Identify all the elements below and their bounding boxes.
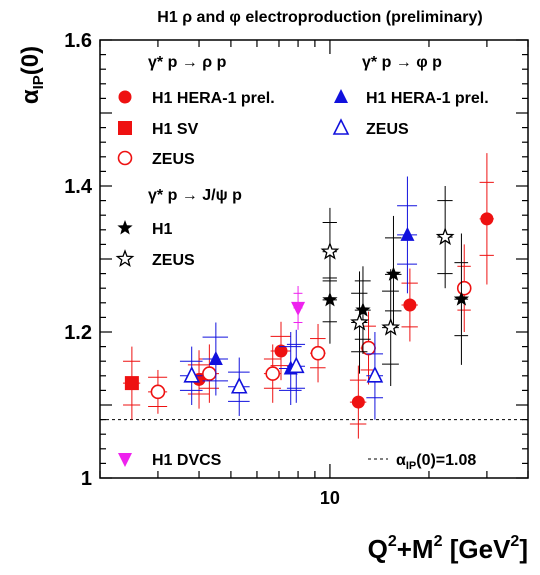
legend-marker bbox=[118, 90, 132, 104]
data-marker bbox=[355, 302, 371, 317]
data-point bbox=[228, 357, 250, 416]
legend-marker bbox=[117, 150, 133, 166]
legend-label: H1 bbox=[152, 221, 173, 238]
data-point bbox=[397, 176, 418, 294]
legend-header-rho: γ* p → ρ p bbox=[148, 54, 227, 71]
y-tick-label: 1.4 bbox=[64, 176, 93, 198]
data-point bbox=[263, 344, 282, 403]
data-points bbox=[123, 153, 494, 439]
data-marker bbox=[291, 301, 306, 316]
legend-marker bbox=[118, 453, 132, 467]
legend-label: ZEUS bbox=[152, 151, 195, 168]
data-marker bbox=[274, 344, 288, 358]
legend-label: H1 HERA-1 prel. bbox=[152, 90, 275, 107]
legend: γ* p → ρ p γ* p → φ p γ* p → J/ψ p H1 HERA-… bbox=[115, 54, 489, 472]
data-marker bbox=[287, 356, 305, 374]
data-marker bbox=[202, 366, 217, 381]
legend-label: ZEUS bbox=[152, 252, 195, 269]
x-tick-label: 10 bbox=[320, 488, 340, 508]
axis-ticks: 1 1.2 1.4 1.6 10 bbox=[64, 30, 529, 508]
data-point bbox=[354, 266, 371, 354]
data-marker bbox=[320, 241, 340, 260]
data-marker bbox=[124, 376, 139, 391]
data-marker bbox=[208, 351, 223, 366]
legend-marker bbox=[334, 89, 348, 103]
data-marker bbox=[150, 384, 166, 400]
x-axis-label: Q2+M2 [GeV2] bbox=[368, 533, 528, 564]
legend-header-jpsi: γ* p → J/ψ p bbox=[148, 187, 242, 204]
data-point bbox=[270, 321, 291, 381]
data-point bbox=[148, 369, 168, 414]
data-point bbox=[179, 346, 203, 405]
data-marker bbox=[400, 226, 415, 241]
legend-marker bbox=[115, 249, 135, 267]
data-point bbox=[479, 153, 494, 285]
legend-reference-label: αIP(0)=1.08 bbox=[396, 452, 476, 472]
legend-header-phi: γ* p → φ p bbox=[362, 54, 442, 71]
chart-title: H1 ρ and φ electroproduction (preliminar… bbox=[157, 9, 482, 26]
data-point bbox=[202, 322, 229, 396]
data-marker bbox=[366, 366, 384, 383]
data-marker bbox=[230, 376, 248, 394]
data-point bbox=[350, 271, 369, 374]
data-marker bbox=[183, 366, 200, 383]
data-point bbox=[291, 286, 306, 330]
data-marker bbox=[265, 366, 281, 381]
legend-label: H1 DVCS bbox=[152, 452, 222, 469]
data-marker bbox=[351, 395, 365, 409]
legend-label: ZEUS bbox=[366, 121, 409, 138]
data-marker bbox=[381, 317, 401, 336]
data-marker bbox=[480, 212, 494, 226]
data-marker bbox=[361, 340, 376, 356]
data-marker bbox=[403, 298, 417, 312]
data-point bbox=[349, 365, 367, 439]
y-tick-label: 1 bbox=[81, 468, 92, 490]
data-point bbox=[320, 207, 340, 296]
data-marker bbox=[310, 345, 326, 361]
data-point bbox=[366, 332, 384, 420]
legend-marker bbox=[332, 118, 350, 135]
data-point bbox=[286, 329, 306, 403]
y-tick-label: 1.6 bbox=[64, 30, 92, 52]
data-marker bbox=[453, 291, 470, 306]
data-point bbox=[384, 215, 402, 333]
y-tick-label: 1.2 bbox=[64, 322, 92, 344]
y-axis-label: αIP(0) bbox=[17, 46, 47, 104]
data-point bbox=[456, 244, 472, 332]
legend-label: H1 HERA-1 prel. bbox=[366, 90, 489, 107]
data-marker bbox=[435, 227, 455, 246]
data-point bbox=[310, 323, 326, 383]
data-point bbox=[381, 269, 401, 387]
data-marker bbox=[350, 312, 369, 331]
data-point bbox=[435, 186, 455, 289]
data-marker bbox=[385, 266, 402, 281]
data-marker bbox=[456, 280, 472, 296]
legend-marker bbox=[117, 220, 133, 235]
legend-label: H1 SV bbox=[152, 121, 199, 138]
data-marker bbox=[322, 291, 338, 307]
data-point bbox=[453, 233, 470, 365]
data-point bbox=[123, 346, 141, 420]
svg-text:αIP(0): αIP(0) bbox=[17, 46, 47, 104]
data-point bbox=[401, 268, 418, 342]
legend-marker bbox=[118, 121, 132, 135]
